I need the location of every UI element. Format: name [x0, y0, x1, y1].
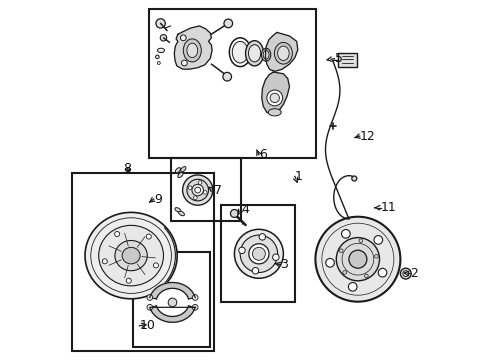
Ellipse shape — [263, 50, 268, 59]
Circle shape — [230, 210, 238, 217]
Bar — [133, 252, 210, 347]
Ellipse shape — [178, 211, 184, 216]
Circle shape — [234, 229, 283, 278]
Bar — [149, 9, 316, 158]
Ellipse shape — [277, 46, 288, 60]
Circle shape — [146, 234, 151, 239]
Bar — [337, 53, 356, 67]
Ellipse shape — [157, 48, 164, 53]
Circle shape — [238, 247, 244, 253]
Circle shape — [358, 239, 362, 243]
Circle shape — [341, 230, 349, 238]
Ellipse shape — [232, 41, 247, 63]
Ellipse shape — [175, 208, 181, 212]
Bar — [125, 252, 131, 259]
Ellipse shape — [122, 247, 140, 264]
Polygon shape — [149, 283, 195, 299]
Circle shape — [126, 278, 131, 283]
Text: 2: 2 — [409, 267, 417, 280]
Circle shape — [160, 35, 166, 41]
Circle shape — [364, 274, 367, 278]
Text: 5: 5 — [334, 52, 342, 65]
Circle shape — [186, 179, 208, 201]
Circle shape — [198, 181, 202, 184]
Circle shape — [373, 235, 382, 244]
Ellipse shape — [175, 168, 180, 173]
Text: 8: 8 — [123, 162, 131, 175]
Bar — [170, 158, 241, 221]
Circle shape — [347, 283, 356, 291]
Ellipse shape — [274, 42, 292, 64]
Text: 6: 6 — [258, 148, 266, 161]
Circle shape — [181, 60, 187, 66]
Circle shape — [402, 271, 408, 276]
Circle shape — [193, 196, 197, 199]
Circle shape — [272, 254, 279, 261]
Circle shape — [147, 294, 152, 300]
Ellipse shape — [183, 39, 201, 62]
Circle shape — [168, 298, 177, 307]
Circle shape — [348, 250, 366, 268]
Ellipse shape — [99, 225, 163, 286]
Circle shape — [377, 268, 386, 277]
Circle shape — [155, 55, 159, 59]
Ellipse shape — [115, 240, 147, 271]
Circle shape — [400, 268, 410, 279]
Text: 9: 9 — [153, 193, 162, 206]
Ellipse shape — [245, 41, 263, 66]
Circle shape — [147, 305, 152, 310]
Circle shape — [156, 19, 165, 28]
Text: 4: 4 — [241, 203, 248, 216]
Circle shape — [240, 235, 277, 273]
Circle shape — [114, 231, 120, 237]
Circle shape — [252, 247, 265, 260]
Ellipse shape — [268, 109, 281, 116]
Circle shape — [153, 263, 158, 268]
Text: 12: 12 — [359, 130, 375, 143]
Ellipse shape — [261, 48, 270, 61]
Circle shape — [223, 72, 231, 81]
Circle shape — [192, 184, 203, 196]
Circle shape — [266, 90, 282, 106]
Ellipse shape — [248, 45, 260, 62]
Text: 7: 7 — [213, 184, 222, 197]
Circle shape — [248, 244, 268, 264]
Text: 11: 11 — [380, 201, 395, 214]
Circle shape — [351, 176, 356, 181]
Circle shape — [194, 187, 200, 193]
Circle shape — [182, 175, 212, 205]
Ellipse shape — [180, 167, 185, 172]
Ellipse shape — [186, 43, 197, 58]
Circle shape — [188, 186, 192, 189]
Circle shape — [192, 305, 198, 310]
Text: 3: 3 — [280, 258, 288, 271]
Ellipse shape — [178, 172, 183, 177]
Circle shape — [336, 238, 379, 281]
Circle shape — [252, 267, 258, 274]
Circle shape — [203, 191, 206, 194]
Circle shape — [192, 294, 198, 300]
Bar — [221, 205, 294, 302]
Polygon shape — [149, 306, 195, 322]
Circle shape — [102, 259, 107, 264]
Circle shape — [342, 271, 346, 274]
Circle shape — [339, 249, 342, 252]
Polygon shape — [174, 26, 212, 69]
Ellipse shape — [85, 212, 177, 299]
Circle shape — [269, 93, 279, 103]
Polygon shape — [265, 32, 297, 71]
Text: 1: 1 — [294, 170, 302, 183]
Circle shape — [325, 258, 334, 267]
Circle shape — [315, 217, 400, 302]
Text: 10: 10 — [139, 319, 155, 332]
Bar — [72, 173, 213, 351]
Polygon shape — [261, 72, 289, 114]
Circle shape — [374, 255, 377, 258]
Circle shape — [224, 19, 232, 28]
Circle shape — [259, 234, 265, 240]
Circle shape — [180, 35, 186, 41]
